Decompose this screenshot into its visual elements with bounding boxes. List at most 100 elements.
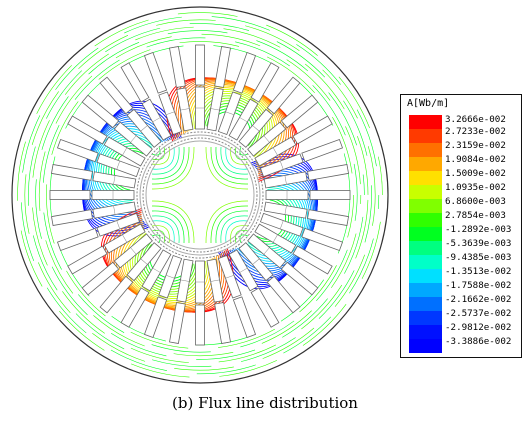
air-gap-ring: [136, 131, 264, 259]
legend-label: -1.3513e-002: [445, 266, 512, 277]
stator-slot: [51, 164, 137, 189]
rotor-flux-line: [151, 146, 180, 175]
rotor-flux-line: [215, 210, 249, 244]
flux-line: [28, 23, 372, 367]
air-gap: [136, 131, 264, 259]
legend-label: -3.3886e-002: [445, 336, 512, 347]
stator-slot: [99, 76, 162, 148]
stator-slot: [217, 51, 257, 136]
stator-slot: [217, 254, 257, 339]
legend-swatch: [409, 227, 442, 242]
air-gap-ring: [142, 137, 258, 253]
flux-line: [139, 240, 198, 290]
flux-line: [94, 130, 158, 207]
stator-slot: [228, 249, 280, 328]
legend-swatch: [409, 185, 442, 200]
stator-slot: [263, 164, 349, 189]
rotor-flux-line: [151, 205, 190, 244]
flux-line: [38, 33, 362, 357]
rotor-flux-line: [151, 215, 180, 244]
legend-label: -1.2892e-003: [445, 224, 512, 235]
flux-line: [242, 183, 306, 260]
legend-swatch: [409, 157, 442, 172]
legend-label: 2.3159e-002: [445, 140, 506, 151]
rotor-flux-line: [151, 210, 185, 244]
rotor-flux-line: [235, 230, 249, 244]
stator-slots: [49, 44, 351, 346]
rotor-flux-line: [151, 146, 175, 170]
rotor-flux-line: [151, 146, 190, 185]
stator-slot: [247, 94, 319, 157]
flux-line: [20, 15, 380, 375]
stator-slot: [206, 46, 231, 132]
legend-label: 1.9084e-002: [445, 154, 506, 165]
rotor-flux-line: [225, 146, 249, 170]
legend-title: A[Wb/m]: [407, 98, 450, 109]
legend-label: 1.0935e-002: [445, 182, 506, 193]
rotor-flux-line: [151, 234, 161, 244]
legend-swatch: [409, 199, 442, 214]
stator-slot: [81, 233, 153, 296]
stator-slot: [238, 242, 301, 314]
flux-line-plot: [11, 6, 389, 384]
rotor-flux-line: [210, 205, 249, 244]
legend-swatch: [409, 325, 442, 340]
flux-line: [42, 37, 358, 353]
legend-color-bar: [409, 115, 442, 353]
legend-swatch: [409, 283, 442, 298]
flux-line: [17, 12, 383, 378]
stator-slot: [67, 115, 146, 167]
legend-swatch: [409, 241, 442, 256]
flux-line: [200, 97, 263, 152]
air-gap-ring: [139, 134, 261, 256]
stator-slot: [120, 249, 172, 328]
figure-caption: (b) Flux line distribution: [172, 394, 358, 412]
legend-label: 2.7854e-003: [445, 210, 506, 221]
rotor-flux-line: [151, 146, 185, 180]
stator-slot: [195, 44, 205, 130]
rotor-flux-line: [220, 215, 249, 244]
legend-swatch: [409, 171, 442, 186]
legend-label: 3.2666e-002: [445, 114, 506, 125]
rotor-flux-line: [215, 146, 249, 180]
air-gap-ring: [145, 140, 255, 250]
legend-swatch: [409, 339, 442, 353]
legend-swatch: [409, 213, 442, 228]
legend-label: -2.9812e-002: [445, 322, 512, 333]
legend-label: -2.5737e-002: [445, 308, 512, 319]
legend-label: -2.1662e-002: [445, 294, 512, 305]
stator-slot: [206, 258, 231, 344]
color-legend: A[Wb/m] 3.2666e-002 2.7233e-002 2.3159e-00…: [400, 94, 522, 358]
rotor-flux-line: [151, 146, 161, 156]
rotor-flux-line: [151, 146, 165, 160]
rotor-flux-line: [210, 146, 249, 185]
rotor-flux-line: [151, 230, 165, 244]
legend-label: 2.7233e-002: [445, 126, 506, 137]
stator-slot: [259, 138, 344, 178]
rotor-flux-line: [205, 200, 249, 244]
rotor-flux-line: [239, 234, 249, 244]
legend-label: 1.5009e-002: [445, 168, 506, 179]
stator-slot: [259, 212, 344, 252]
rotor-flux-line: [235, 146, 249, 160]
stator-slot: [265, 190, 351, 200]
rotor-flux-line: [151, 200, 195, 244]
stator-slot: [247, 233, 319, 296]
stator-slot: [81, 94, 153, 157]
legend-swatch: [409, 115, 442, 130]
stator-slot: [169, 258, 194, 344]
legend-swatch: [409, 143, 442, 158]
legend-label: -1.7588e-002: [445, 280, 512, 291]
stator-slot: [67, 223, 146, 275]
stator-slot: [254, 223, 333, 275]
rotor-flux-line: [239, 146, 249, 156]
rotor-flux-line: [205, 146, 249, 190]
stator-slot: [263, 201, 349, 226]
legend-swatch: [409, 297, 442, 312]
rotor-flux-line: [151, 146, 195, 190]
legend-swatch: [409, 269, 442, 284]
flux-line: [24, 19, 376, 371]
rotor-flux-line: [225, 220, 249, 244]
stator-outer-boundary: [11, 6, 389, 384]
